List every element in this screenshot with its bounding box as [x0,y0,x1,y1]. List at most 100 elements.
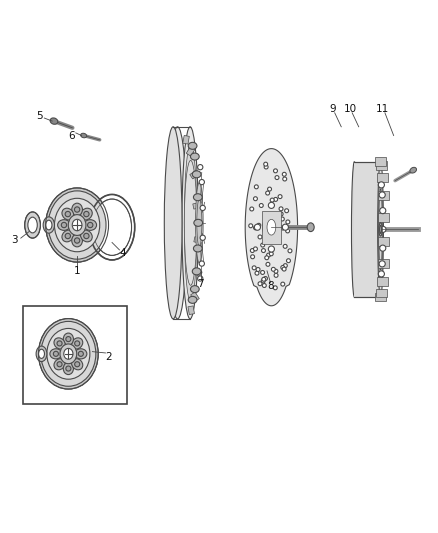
Bar [194,237,202,244]
Circle shape [250,207,254,211]
Ellipse shape [378,174,383,285]
Ellipse shape [378,161,383,297]
Circle shape [254,224,261,230]
Circle shape [261,271,265,274]
Circle shape [252,266,256,270]
Circle shape [265,256,268,260]
Circle shape [74,341,80,346]
Circle shape [281,265,285,269]
Circle shape [256,268,260,271]
Circle shape [279,212,283,216]
Ellipse shape [188,142,197,149]
Bar [378,237,389,246]
Text: 4: 4 [120,248,126,259]
Ellipse shape [72,203,82,216]
Ellipse shape [62,208,74,220]
Circle shape [262,277,266,281]
Circle shape [258,282,262,286]
Ellipse shape [72,359,83,370]
Circle shape [264,165,268,169]
Circle shape [198,165,203,170]
Ellipse shape [194,193,202,201]
Circle shape [61,222,67,228]
Circle shape [283,224,288,230]
Circle shape [286,220,290,224]
Circle shape [285,209,289,213]
Circle shape [259,204,263,207]
Ellipse shape [75,349,87,359]
Bar [22,306,127,404]
Ellipse shape [54,359,65,370]
Ellipse shape [92,199,131,255]
Circle shape [65,233,71,239]
Circle shape [254,247,258,251]
Text: 8: 8 [267,281,274,291]
Circle shape [74,238,80,243]
Ellipse shape [164,127,182,319]
Text: 10: 10 [343,104,357,114]
Circle shape [269,252,273,256]
Circle shape [199,261,205,266]
Circle shape [262,284,266,287]
Circle shape [280,217,284,221]
Circle shape [251,255,254,259]
Ellipse shape [62,230,74,242]
Ellipse shape [380,225,381,233]
Ellipse shape [81,230,92,242]
Circle shape [268,246,275,252]
Ellipse shape [72,338,83,349]
Circle shape [379,192,385,198]
Ellipse shape [72,219,82,231]
Ellipse shape [50,118,58,124]
Circle shape [266,262,270,266]
Circle shape [78,351,83,357]
Circle shape [200,235,205,240]
Ellipse shape [188,296,197,303]
Ellipse shape [64,349,73,359]
Ellipse shape [25,212,40,238]
Ellipse shape [192,268,201,275]
Bar [377,277,388,286]
Ellipse shape [195,182,203,263]
Ellipse shape [194,220,203,227]
Ellipse shape [410,167,417,173]
Circle shape [261,243,265,247]
Polygon shape [354,161,381,297]
Ellipse shape [64,362,74,375]
Circle shape [254,226,258,230]
Bar [191,292,199,302]
Circle shape [200,205,205,211]
Circle shape [274,169,277,173]
Circle shape [378,182,385,188]
Circle shape [274,197,278,201]
Circle shape [379,261,385,267]
Ellipse shape [192,171,201,178]
Circle shape [65,212,71,217]
Circle shape [283,172,286,176]
Ellipse shape [379,189,382,270]
Ellipse shape [28,217,37,233]
Circle shape [281,282,285,286]
Circle shape [268,187,272,191]
Circle shape [270,198,274,202]
Text: 7: 7 [198,279,204,289]
Circle shape [257,223,261,227]
Bar [378,191,389,200]
Ellipse shape [41,321,96,386]
Circle shape [283,244,287,248]
Circle shape [254,185,258,189]
Circle shape [251,248,254,253]
Circle shape [53,351,58,357]
Polygon shape [245,149,297,306]
Ellipse shape [68,215,86,236]
Bar [378,213,389,222]
Circle shape [268,203,275,208]
Circle shape [380,207,386,214]
Circle shape [283,264,287,268]
Circle shape [74,207,80,212]
Circle shape [261,279,265,283]
Ellipse shape [191,286,199,293]
Circle shape [264,162,268,166]
Bar [262,211,281,244]
Bar [376,288,387,297]
